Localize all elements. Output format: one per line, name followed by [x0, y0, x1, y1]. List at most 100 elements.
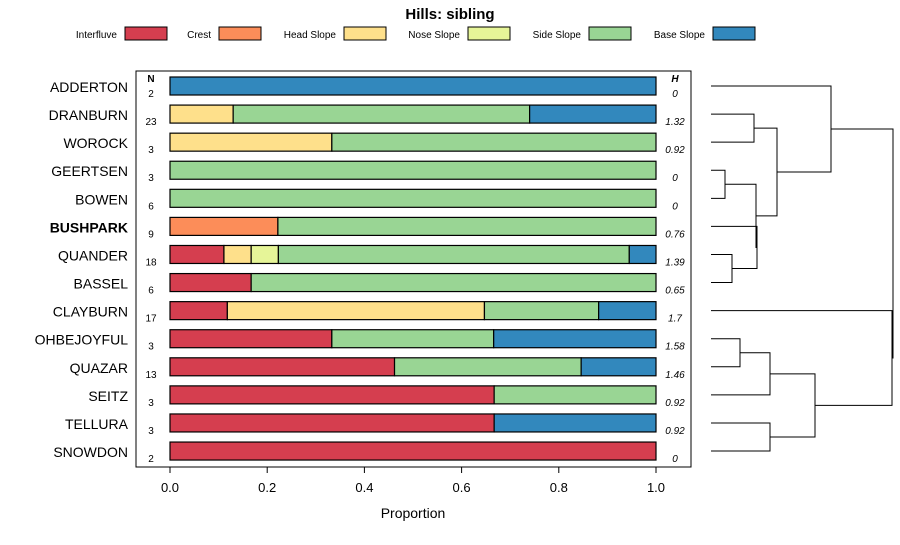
row-h-value: 0 — [672, 201, 678, 212]
row-label: BASSEL — [74, 276, 129, 292]
dendrogram-branch — [770, 373, 816, 438]
bar-segment — [169, 301, 228, 321]
row-n-value: 9 — [148, 229, 154, 240]
row-label: OHBEJOYFUL — [35, 332, 129, 348]
row-n-value: 3 — [148, 398, 154, 409]
row-n-value: 13 — [145, 370, 157, 381]
chart-title: Hills: sibling — [405, 6, 494, 23]
bar-segment — [169, 160, 657, 180]
bar-row: SNOWDON 2 0 — [53, 441, 678, 465]
row-h-value: 0.92 — [665, 145, 685, 156]
bar-row: BOWEN 6 0 — [75, 188, 678, 212]
n-column-header: N — [147, 74, 154, 85]
row-h-value: 0.92 — [665, 398, 685, 409]
row-label: BOWEN — [75, 191, 128, 207]
row-label: TELLURA — [65, 416, 129, 432]
bar-segment — [169, 272, 252, 293]
bar-segment — [226, 301, 486, 321]
dendrogram-branch — [711, 253, 733, 284]
dendrogram-branch — [711, 338, 741, 368]
row-n-value: 2 — [148, 454, 154, 465]
row-n-value: 3 — [148, 426, 154, 437]
dendrogram-branch — [725, 183, 757, 248]
bar-row: BUSHPARK 9 0.76 — [50, 216, 685, 240]
row-n-value: 6 — [148, 286, 154, 297]
x-tick-label: 0.6 — [453, 480, 471, 495]
dendrogram-branch — [711, 310, 893, 406]
bar-segment — [169, 188, 657, 208]
row-n-value: 6 — [148, 201, 154, 212]
row-h-value: 1.58 — [665, 342, 685, 353]
legend-swatch — [588, 26, 632, 41]
row-n-value: 3 — [148, 173, 154, 184]
bar-row: BASSEL 6 0.65 — [74, 272, 685, 297]
row-label: QUAZAR — [70, 360, 128, 376]
x-tick-label: 0.0 — [161, 480, 179, 495]
bar-segment — [331, 132, 657, 152]
bar-segment — [169, 357, 396, 377]
legend-label: Nose Slope — [408, 30, 460, 41]
legend-label: Base Slope — [654, 30, 706, 41]
bar-segment — [169, 132, 333, 152]
bar-segment — [169, 413, 495, 433]
bar-segment — [580, 357, 657, 377]
row-label: ADDERTON — [50, 79, 128, 95]
dendrogram — [711, 85, 894, 452]
row-n-value: 18 — [145, 257, 157, 268]
bar-segment — [223, 244, 252, 265]
bar-segment — [529, 104, 657, 124]
bar-segment — [169, 104, 234, 124]
row-n-value: 2 — [148, 89, 154, 100]
bar-row: WOROCK 3 0.92 — [63, 132, 685, 156]
row-h-value: 0 — [672, 454, 678, 465]
legend-swatch — [343, 26, 387, 41]
x-tick-label: 0.8 — [550, 480, 568, 495]
bar-segment — [628, 244, 657, 265]
legend-label: Side Slope — [533, 30, 582, 41]
bar-row: TELLURA 3 0.92 — [65, 413, 685, 437]
row-n-value: 3 — [148, 342, 154, 353]
bar-segment — [169, 216, 279, 236]
x-axis-label: Proportion — [381, 505, 446, 521]
row-h-value: 1.7 — [668, 314, 682, 325]
bar-segment — [393, 357, 582, 377]
bar-segment — [169, 244, 225, 265]
row-h-value: 0.76 — [665, 229, 685, 240]
legend-swatch — [218, 26, 262, 41]
row-h-value: 1.32 — [665, 117, 685, 128]
row-h-value: 0 — [672, 173, 678, 184]
dendrogram-branch — [711, 113, 755, 143]
bar-segment — [169, 329, 333, 349]
row-label: SNOWDON — [53, 444, 128, 460]
bar-row: CLAYBURN 17 1.7 — [53, 301, 682, 325]
dendrogram-branch — [831, 128, 894, 359]
x-tick-label: 0.4 — [355, 480, 373, 495]
dendrogram-branch — [711, 422, 771, 452]
row-label: QUANDER — [58, 247, 128, 263]
row-n-value: 3 — [148, 145, 154, 156]
row-h-value: 1.46 — [665, 370, 685, 381]
bar-row: GEERTSEN 3 0 — [51, 160, 678, 184]
dendrogram-branch — [711, 85, 832, 173]
legend-label: Interfluve — [76, 30, 118, 41]
bar-segment — [250, 272, 657, 293]
row-label: SEITZ — [88, 388, 128, 404]
dendrogram-branch — [711, 225, 758, 270]
legend: Interfluve Crest Head Slope Nose Slope Side … — [76, 26, 756, 41]
x-tick-label: 0.2 — [258, 480, 276, 495]
plot-frame — [135, 70, 692, 468]
bar-segment — [250, 244, 279, 265]
bar-segment — [169, 441, 657, 461]
bar-row: QUAZAR 13 1.46 — [70, 357, 685, 381]
row-label: BUSHPARK — [50, 219, 128, 235]
bar-row: SEITZ 3 0.92 — [88, 385, 685, 409]
bar-segment — [169, 76, 657, 96]
row-h-value: 0.65 — [665, 286, 685, 297]
bar-segment — [277, 244, 630, 265]
row-n-value: 23 — [145, 117, 157, 128]
bar-segment — [483, 301, 600, 321]
bar-row: DRANBURN 23 1.32 — [49, 104, 685, 128]
